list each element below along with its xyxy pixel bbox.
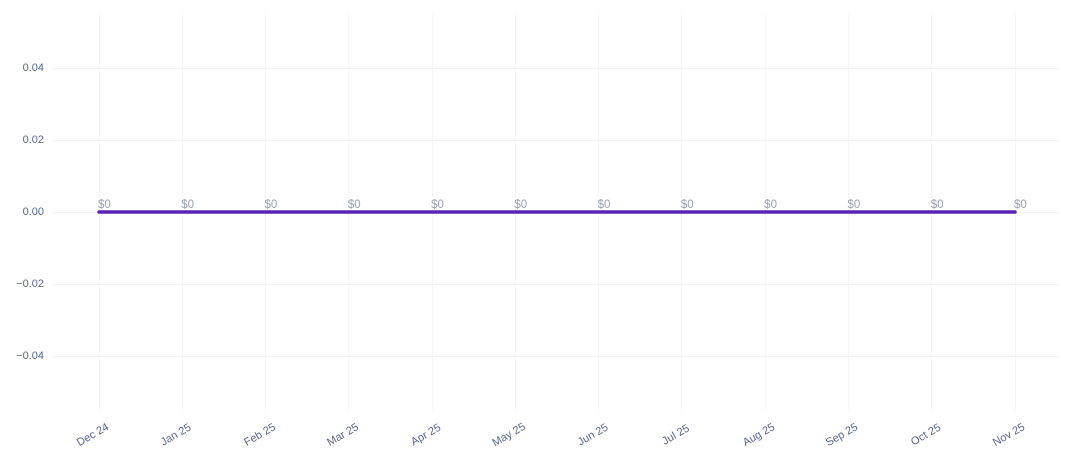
data-point-label: $0 (181, 199, 195, 211)
data-point-label: $0 (347, 199, 361, 211)
data-point-label: $0 (264, 199, 278, 211)
data-point-label: $0 (98, 199, 111, 211)
h-gridline (52, 139, 1060, 141)
data-point-label: $0 (1014, 199, 1027, 211)
y-axis-tick-label: 0.00 (22, 206, 44, 218)
y-axis-tick-label: 0.04 (22, 62, 44, 74)
y-axis-tick-label: −0.04 (16, 350, 44, 362)
data-point-label: $0 (514, 199, 528, 211)
data-point-label: $0 (431, 199, 444, 211)
h-gridline (52, 355, 1060, 357)
data-point-label: $0 (764, 199, 777, 211)
data-point-label: $0 (597, 199, 611, 211)
data-point-label: $0 (930, 199, 944, 211)
data-point-label: $0 (680, 199, 694, 211)
data-point-label: $0 (847, 199, 861, 211)
y-axis-tick-label: 0.02 (22, 134, 44, 146)
h-gridline (52, 67, 1060, 69)
y-axis-tick-label: −0.02 (16, 278, 44, 290)
h-gridline (52, 283, 1060, 285)
